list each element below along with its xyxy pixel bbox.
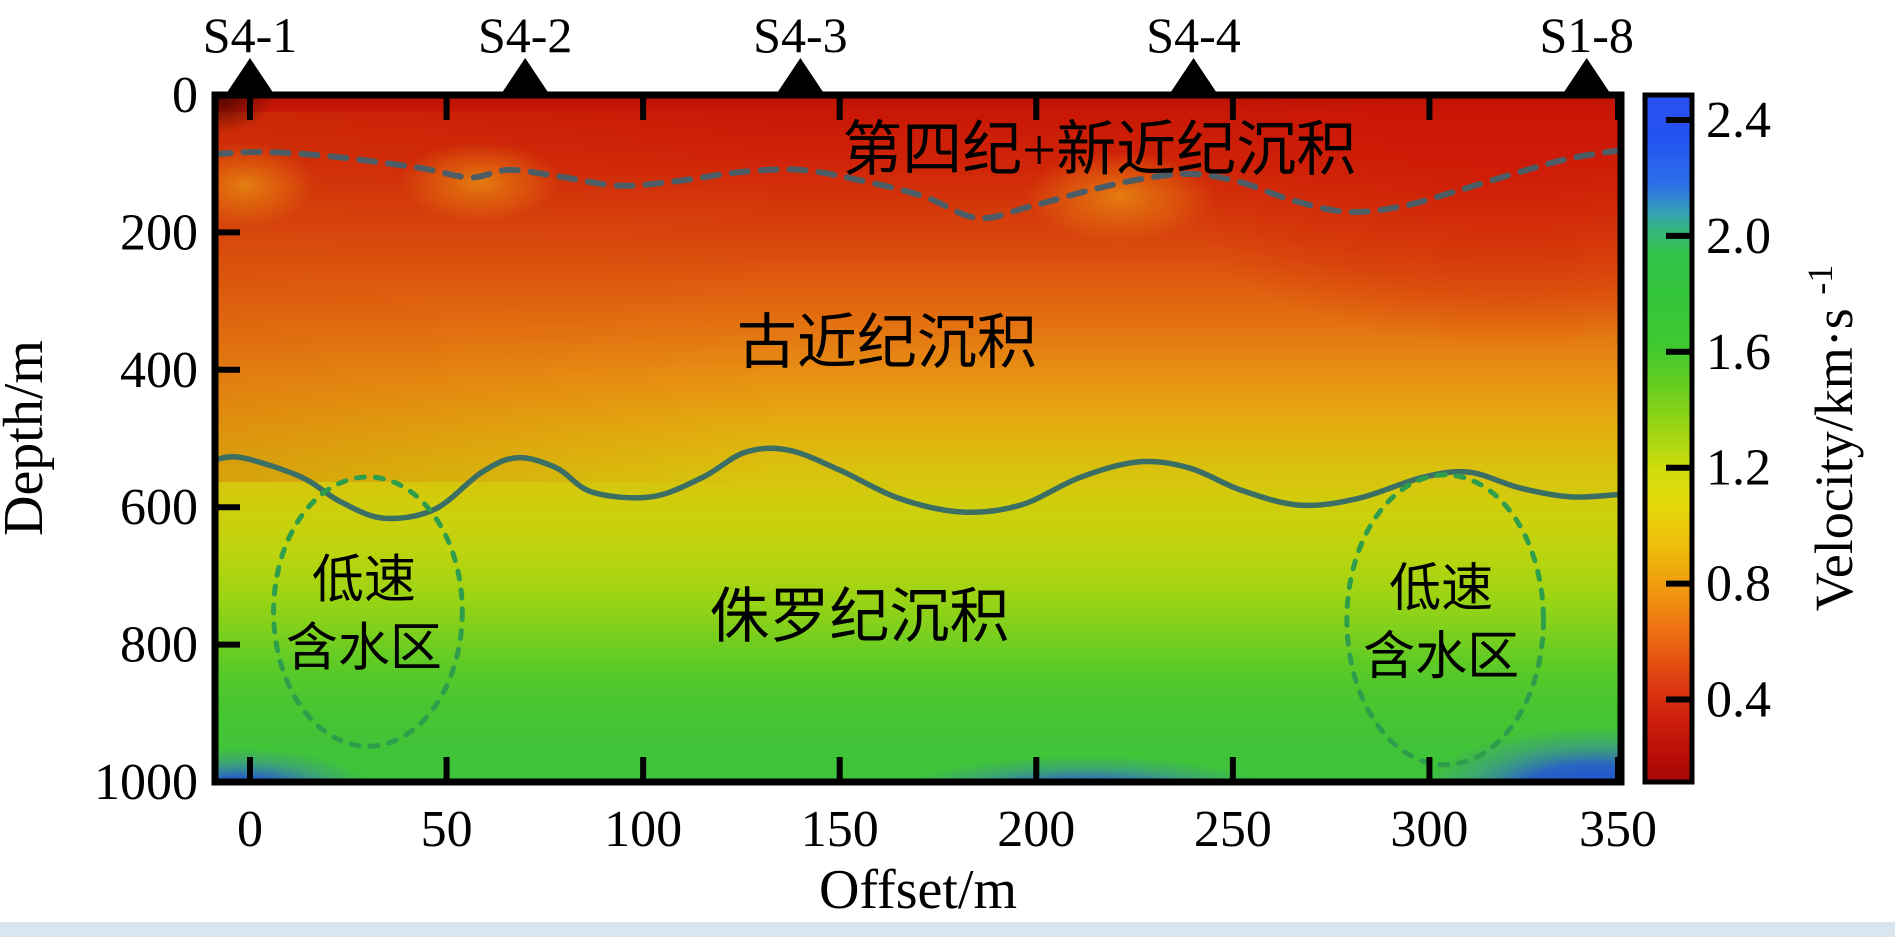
colorbar-border (1642, 92, 1695, 785)
x-tick-label: 100 (604, 801, 682, 858)
high-velocity-blob-middle (904, 756, 1266, 782)
x-tick-label: 250 (1194, 801, 1272, 858)
bottom-strip (0, 922, 1895, 937)
x-tick-label: 300 (1390, 801, 1468, 858)
velocity-field (215, 95, 1621, 782)
colorbar-tick-label: 2.4 (1706, 92, 1771, 149)
y-tick-label: 200 (120, 204, 198, 261)
station-label: S4-4 (1146, 7, 1240, 63)
y-tick-label: 600 (120, 479, 198, 536)
low-velocity-zone-label-line2: 含水区 (1363, 629, 1519, 686)
x-tick-label: 200 (997, 801, 1075, 858)
low-velocity-zone-label-line1: 低速 (1389, 561, 1493, 618)
colorbar-tick-label: 1.6 (1706, 324, 1771, 381)
layer-label: 古近纪沉积 (737, 310, 1037, 376)
boundary-paleogene_base (215, 445, 1621, 522)
station-marker-icon (226, 58, 274, 94)
high-velocity-blob-left (215, 748, 372, 782)
y-tick-label: 400 (120, 342, 198, 399)
colorbar (1645, 95, 1692, 782)
station-label: S1-8 (1539, 7, 1633, 63)
station-marker-icon (1562, 58, 1611, 94)
colorbar-title: Velocity/km·s -1 (1800, 265, 1864, 611)
station-label: S4-1 (203, 7, 297, 63)
colorbar-title-base: Velocity/km·s (1804, 308, 1864, 611)
x-axis-title: Offset/m (819, 859, 1017, 921)
low-velocity-zone-label-line1: 低速 (312, 553, 416, 610)
colorbar-tick-label: 0.8 (1706, 556, 1771, 613)
colorbar-title-superscript: -1 (1800, 265, 1840, 295)
y-axis-title: Depth/m (0, 340, 55, 536)
station-marker-icon (776, 58, 825, 94)
colorbar-tick-label: 1.2 (1706, 440, 1771, 497)
colorbar-tick-label: 2.0 (1706, 208, 1771, 265)
boundary-quaternary_neogene_base (215, 147, 1621, 222)
colorbar-tick-label: 0.4 (1706, 672, 1771, 729)
low-velocity-zone-ellipse (1344, 472, 1546, 768)
x-tick-label: 350 (1579, 801, 1657, 858)
x-tick-label: 150 (801, 801, 879, 858)
layer-label: 侏罗纪沉积 (709, 584, 1009, 650)
dark-corner-shading (215, 95, 273, 133)
station-marker-icon (1169, 58, 1218, 94)
y-tick-label: 800 (120, 617, 198, 674)
plot-border (211, 91, 1625, 786)
low-velocity-zone-ellipse (271, 474, 465, 749)
y-tick-label: 0 (172, 67, 198, 124)
x-tick-label: 50 (421, 801, 473, 858)
y-tick-label: 1000 (94, 754, 198, 811)
station-marker-icon (501, 58, 550, 94)
station-label: S4-3 (753, 7, 847, 63)
high-velocity-blob-right (1423, 727, 1621, 782)
x-tick-label: 0 (237, 801, 263, 858)
low-velocity-zone-label-line2: 含水区 (286, 621, 442, 678)
layer-label: 第四纪+新近纪沉积 (842, 117, 1356, 183)
station-label: S4-2 (478, 7, 572, 63)
